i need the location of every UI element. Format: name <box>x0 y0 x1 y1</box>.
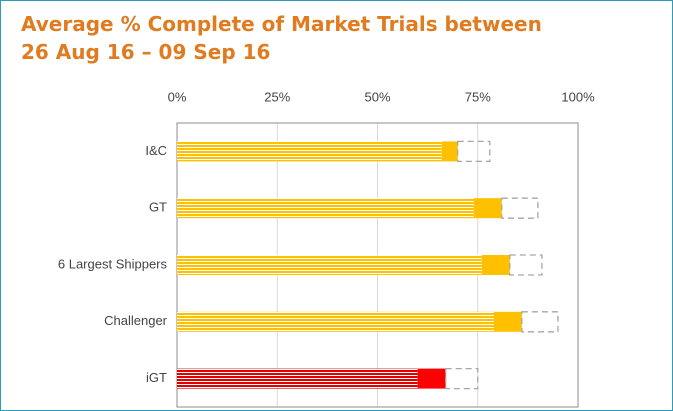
bar-segment <box>177 368 418 389</box>
chart-title: 26 Aug 16 – 09 Sep 16 <box>21 40 270 64</box>
y-tick-label: iGT <box>146 370 167 385</box>
y-tick-label: GT <box>149 200 167 215</box>
bar-segment <box>521 311 559 333</box>
bar-segment <box>177 141 442 162</box>
y-tick-label: 6 Largest Shippers <box>58 256 168 271</box>
bar-segment <box>441 141 458 162</box>
y-tick-label: I&C <box>145 143 167 158</box>
bar-segment <box>177 311 494 332</box>
bar-segment <box>509 254 543 276</box>
y-tick-label: Challenger <box>104 313 168 328</box>
bar-segment <box>177 198 474 219</box>
x-tick-label: 0% <box>168 89 187 104</box>
x-tick-label: 50% <box>364 89 390 104</box>
bar-segment <box>473 198 502 219</box>
x-tick-label: 25% <box>264 89 290 104</box>
bar-segment <box>177 255 482 275</box>
x-tick-label: 75% <box>465 89 491 104</box>
bar-segment <box>445 367 479 390</box>
x-tick-label: 100% <box>561 89 595 104</box>
bar-segment <box>457 140 491 163</box>
bar-segment <box>501 197 539 219</box>
bar-segment <box>493 311 522 332</box>
bar-segment <box>481 255 510 275</box>
chart-title: Average % Complete of Market Trials betw… <box>21 12 542 36</box>
bar-segment <box>417 368 446 389</box>
